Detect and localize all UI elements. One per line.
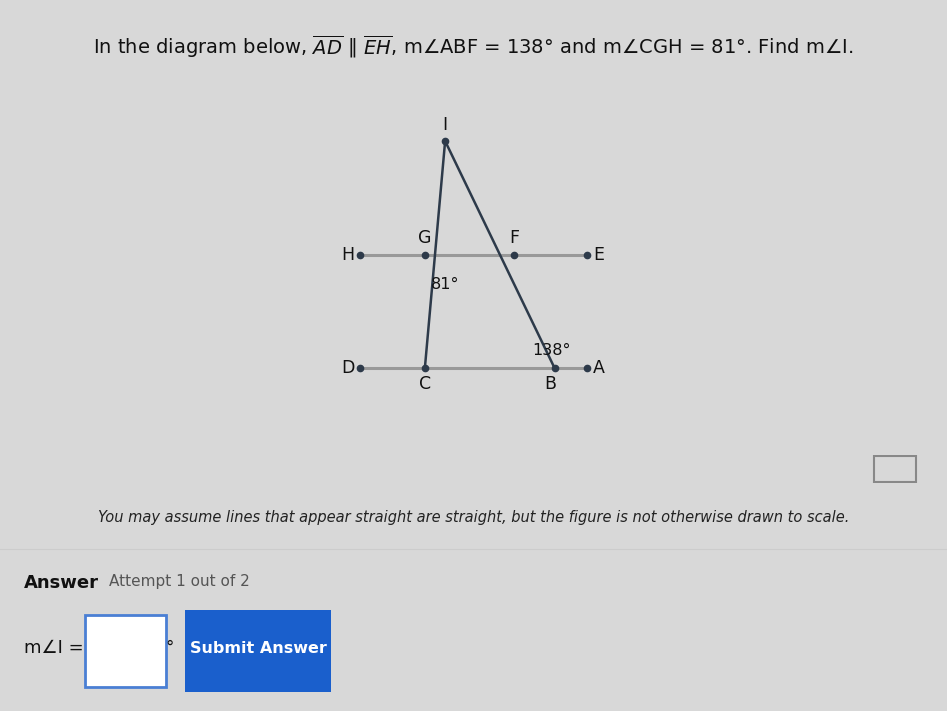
Text: I: I	[442, 116, 448, 134]
Text: H: H	[341, 245, 354, 264]
Text: Answer: Answer	[24, 574, 98, 592]
FancyBboxPatch shape	[873, 456, 917, 482]
Text: You may assume lines that appear straight are straight, but the figure is not ot: You may assume lines that appear straigh…	[98, 510, 849, 525]
Text: A: A	[593, 359, 605, 377]
Text: F: F	[509, 230, 519, 247]
Text: 138°: 138°	[532, 343, 571, 358]
Text: 81°: 81°	[431, 277, 459, 292]
Text: Attempt 1 out of 2: Attempt 1 out of 2	[109, 574, 250, 589]
Text: D: D	[341, 359, 354, 377]
Text: C: C	[419, 375, 431, 393]
Text: E: E	[594, 245, 604, 264]
Text: B: B	[545, 375, 557, 393]
Text: Submit Answer: Submit Answer	[189, 641, 327, 656]
Text: °: °	[166, 638, 174, 656]
Text: G: G	[419, 230, 432, 247]
FancyBboxPatch shape	[185, 610, 331, 692]
Text: m∠I =: m∠I =	[24, 638, 83, 656]
FancyBboxPatch shape	[85, 615, 166, 687]
Text: In the diagram below, $\overline{AD}\ \|\ \overline{EH}$, m$\angle$ABF = 138° an: In the diagram below, $\overline{AD}\ \|…	[93, 33, 854, 60]
